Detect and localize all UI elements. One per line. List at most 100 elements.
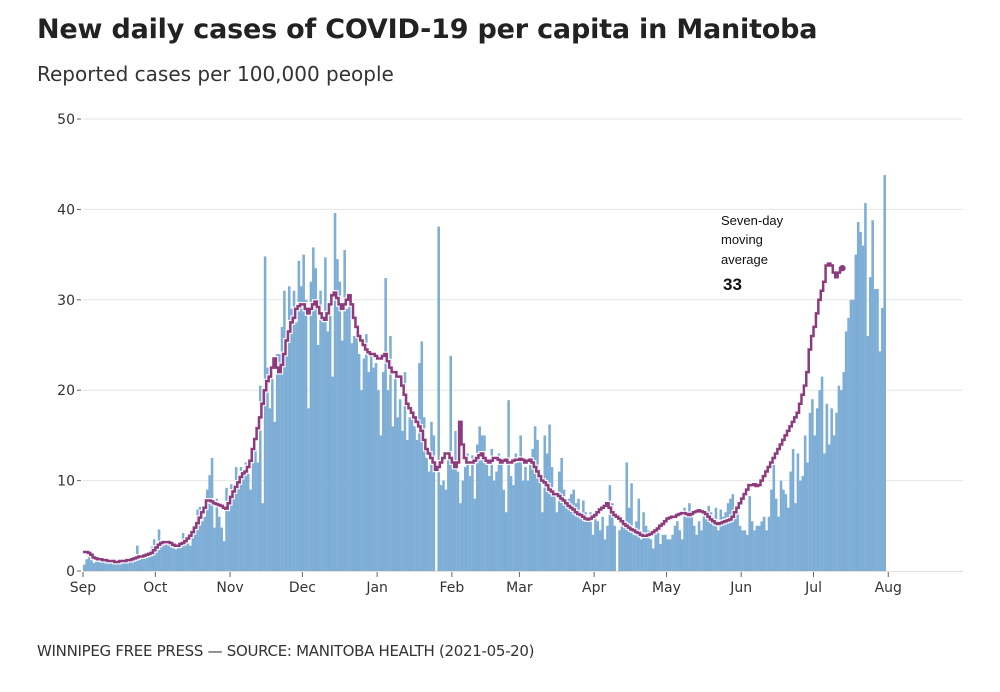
bar — [451, 462, 455, 571]
bar — [83, 564, 86, 571]
bar — [483, 435, 486, 571]
bar — [837, 385, 841, 571]
bar — [162, 544, 166, 571]
bar — [502, 489, 506, 571]
bar — [314, 268, 318, 571]
bar — [254, 448, 257, 571]
bar — [280, 326, 284, 571]
x-tick-label: Dec — [289, 580, 316, 596]
bar — [507, 400, 510, 571]
bar — [343, 250, 346, 571]
bar — [695, 534, 698, 571]
bar — [512, 485, 515, 571]
bar — [873, 288, 877, 571]
bar — [328, 304, 332, 571]
bar — [733, 516, 737, 571]
bar — [678, 530, 682, 571]
bar — [881, 307, 884, 571]
bar — [545, 453, 549, 571]
bar — [99, 558, 103, 571]
bar — [608, 485, 612, 571]
bar — [133, 558, 137, 571]
bar — [606, 525, 609, 571]
bar — [283, 290, 286, 571]
bar — [275, 354, 279, 571]
bar — [591, 534, 595, 571]
bar — [290, 308, 293, 571]
bar — [218, 516, 221, 571]
bar — [683, 507, 686, 571]
x-tick-label: Nov — [216, 580, 243, 596]
bar — [172, 545, 175, 571]
bar — [656, 523, 660, 571]
bar — [215, 498, 219, 571]
bar — [287, 286, 291, 571]
moving-average-endpoint — [839, 264, 846, 272]
bar — [242, 471, 245, 571]
bar — [661, 534, 665, 571]
bar — [553, 494, 556, 571]
bar — [87, 554, 91, 571]
bar — [201, 521, 204, 571]
bar — [97, 561, 101, 571]
bar — [777, 516, 780, 571]
bar — [688, 503, 691, 571]
bar — [635, 521, 638, 571]
bar — [755, 525, 759, 571]
bar — [116, 562, 120, 571]
bar — [167, 541, 170, 571]
x-tick-label: Sep — [70, 580, 97, 596]
source-credit: WINNIPEG FREE PRESS — SOURCE: MANITOBA H… — [37, 642, 535, 660]
bar — [538, 471, 542, 571]
bar — [234, 467, 238, 571]
bar — [430, 421, 433, 571]
bar — [864, 203, 867, 571]
bar — [191, 527, 195, 571]
bar — [316, 345, 320, 571]
bar — [796, 453, 800, 571]
bar — [384, 278, 387, 571]
y-tick-label: 0 — [66, 564, 75, 580]
bar — [155, 548, 158, 571]
bar — [627, 507, 631, 571]
bar — [107, 563, 110, 571]
bar — [249, 489, 252, 571]
bar — [854, 254, 858, 571]
bar — [256, 462, 260, 571]
bar — [868, 277, 872, 571]
bar — [210, 458, 214, 571]
bar — [225, 487, 228, 571]
bar — [237, 478, 240, 571]
bar — [213, 527, 216, 571]
bar — [331, 376, 334, 571]
bar — [536, 439, 539, 571]
bar — [835, 412, 838, 571]
bar — [794, 503, 797, 571]
bar — [478, 426, 481, 571]
bar — [437, 226, 440, 571]
bar — [842, 372, 846, 571]
bar — [731, 494, 735, 571]
bar — [471, 455, 474, 571]
bar — [644, 525, 648, 571]
bar — [456, 471, 460, 571]
bar — [594, 516, 597, 571]
x-tick-label: May — [652, 580, 681, 596]
bar — [866, 335, 870, 571]
bar — [413, 426, 416, 571]
bar — [509, 476, 513, 571]
bar — [770, 489, 773, 571]
bar — [750, 521, 754, 571]
bar — [138, 555, 142, 571]
bar — [193, 523, 197, 571]
bar — [567, 498, 571, 571]
bar — [820, 376, 824, 571]
bar — [791, 448, 795, 571]
bar — [379, 435, 383, 571]
bar — [811, 399, 814, 571]
bar — [524, 467, 527, 571]
bar — [702, 512, 706, 571]
bar — [420, 341, 424, 571]
bar — [647, 530, 650, 571]
bar — [729, 498, 732, 571]
